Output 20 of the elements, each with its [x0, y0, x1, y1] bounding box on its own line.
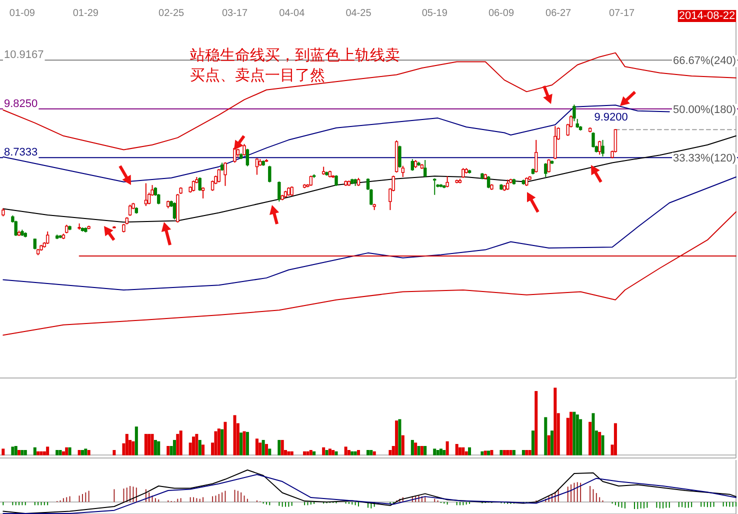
annotation: 66.67%(240) — [673, 55, 736, 68]
x-tick-label: 04-04 — [279, 8, 306, 19]
ref-line-label: 9.8250 — [4, 98, 38, 110]
x-tick-label: 01-29 — [72, 8, 99, 19]
x-tick-label: 06-27 — [546, 8, 572, 19]
x-tick-label: 05-19 — [422, 8, 448, 19]
x-tick-label: 01-09 — [9, 8, 36, 19]
x-tick-label: 06-09 — [488, 8, 514, 19]
x-tick-label: 07-17 — [609, 8, 636, 19]
x-tick-label: 03-17 — [222, 8, 248, 19]
ref-line-label: 8.7333 — [4, 146, 38, 159]
text: 2014-08-22 — [678, 10, 736, 22]
ref-line-label: 10.9167 — [4, 49, 44, 62]
annotation: 33.33%(120) — [673, 152, 736, 165]
annotation: 9.9200 — [594, 112, 628, 124]
x-tick-label: 02-25 — [158, 8, 185, 19]
annotation: 50.00%(180) — [673, 104, 736, 116]
annotation: 站稳生命线买，到蓝色上轨线卖 — [190, 47, 400, 64]
x-tick-label: 04-25 — [346, 8, 372, 19]
annotation: 买点、卖点一目了然 — [190, 67, 325, 84]
